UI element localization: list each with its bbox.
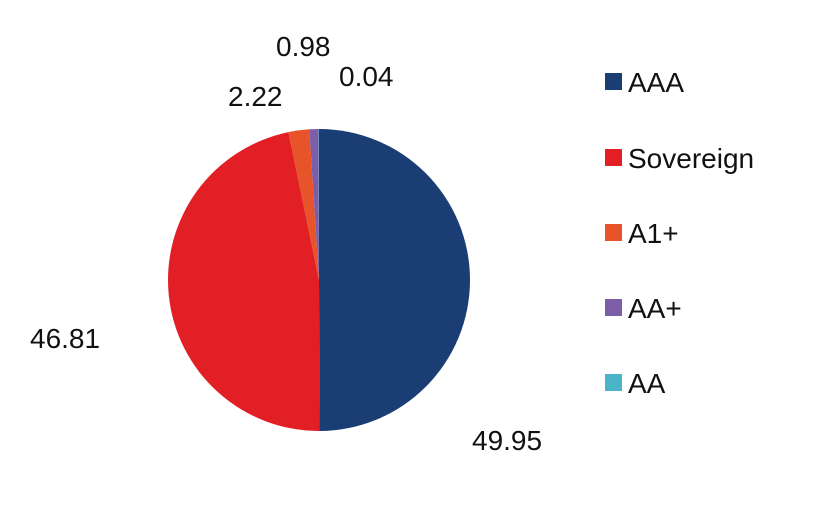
pie-slice-a1plus bbox=[288, 129, 319, 280]
pie-slices bbox=[168, 129, 471, 432]
legend-label-aaplus: AA+ bbox=[628, 293, 682, 324]
legend-swatch-aaa bbox=[605, 73, 622, 90]
data-label-a1plus: 2.22 bbox=[228, 81, 283, 112]
data-labels: 49.95 46.81 2.22 0.98 0.04 bbox=[30, 31, 542, 456]
pie-slice-aaplus bbox=[309, 129, 319, 280]
legend-swatch-sovereign bbox=[605, 149, 622, 166]
legend-label-a1plus: A1+ bbox=[628, 218, 679, 249]
legend: AAA Sovereign A1+ AA+ AA bbox=[605, 67, 754, 399]
pie-slice-aaa bbox=[319, 129, 471, 431]
data-label-aaa: 49.95 bbox=[472, 425, 542, 456]
data-label-sovereign: 46.81 bbox=[30, 323, 100, 354]
data-label-aaplus: 0.98 bbox=[276, 31, 331, 62]
legend-label-aa: AA bbox=[628, 368, 666, 399]
legend-swatch-a1plus bbox=[605, 224, 622, 241]
legend-swatch-aa bbox=[605, 374, 622, 391]
legend-label-aaa: AAA bbox=[628, 67, 684, 98]
legend-swatch-aaplus bbox=[605, 299, 622, 316]
data-label-aa: 0.04 bbox=[339, 61, 394, 92]
legend-label-sovereign: Sovereign bbox=[628, 143, 754, 174]
pie-slice-sovereign bbox=[168, 132, 320, 432]
